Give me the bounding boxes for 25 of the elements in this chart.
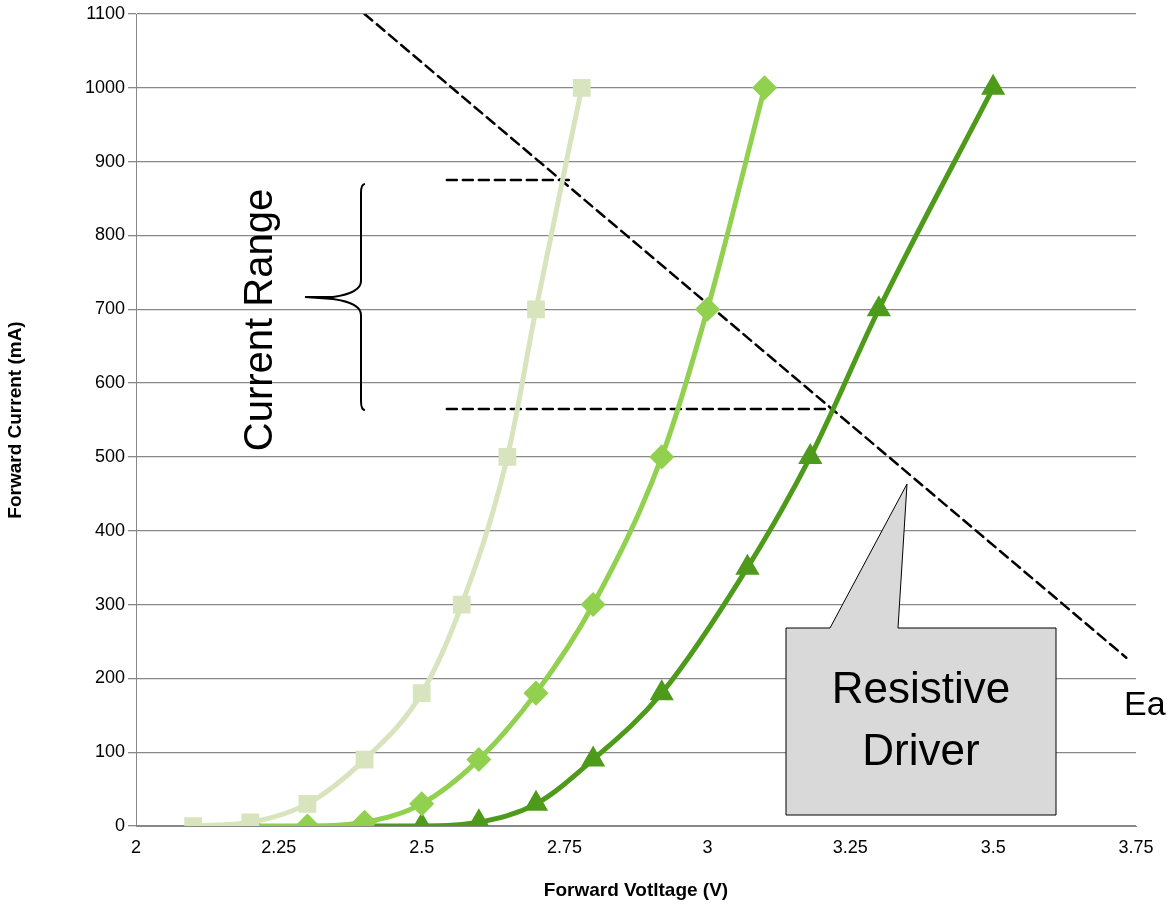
y-axis-title: Forward Current (mA)	[3, 321, 25, 519]
x-tick-label: 3	[702, 836, 713, 857]
x-tick-label: 3.5	[980, 836, 1006, 857]
annotation: Ea	[1124, 684, 1166, 723]
x-tick-label: 2	[130, 836, 142, 857]
y-tick-label: 700	[94, 298, 125, 319]
y-tick-label: 1100	[86, 2, 125, 23]
annotation: Resistive Driver	[831, 662, 1011, 774]
y-tick-label: 1000	[84, 76, 125, 97]
y-tick-label: 400	[94, 519, 125, 540]
x-tick-label: 2.5	[409, 836, 435, 857]
x-tick-label: 3.25	[832, 836, 868, 857]
x-tick-label: 2.75	[547, 836, 583, 857]
y-tick-label: 300	[94, 593, 125, 614]
x-tick-label: 2.25	[261, 836, 297, 857]
x-axis-title: Forward Votltage (V)	[543, 878, 729, 900]
y-tick-label: 0	[114, 814, 125, 835]
annotation: Current Range	[235, 188, 281, 452]
x-tick-label: 3.75	[1118, 836, 1154, 857]
y-tick-label: 600	[94, 372, 125, 393]
y-tick-label: 900	[94, 150, 125, 171]
y-tick-label: 800	[94, 224, 125, 245]
y-tick-label: 100	[94, 741, 125, 762]
y-tick-label: 200	[94, 667, 125, 688]
y-tick-label: 500	[94, 445, 125, 466]
